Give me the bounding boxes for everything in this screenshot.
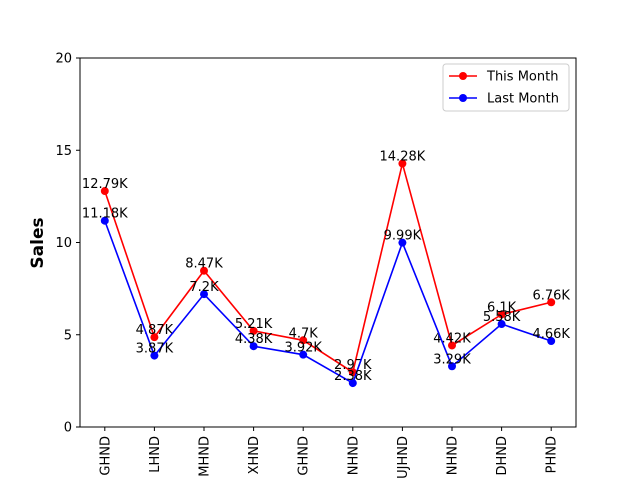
data-label: 12.79K [82,177,128,192]
x-tick-label: NHND [446,436,461,475]
data-point [299,350,308,359]
data-label: 6.76K [532,288,570,303]
y-tick-label: 0 [64,421,72,436]
x-tick-label: XHND [247,436,262,474]
data-label: 3.92K [284,341,322,356]
legend-marker [459,72,467,80]
data-point [249,326,258,335]
x-tick-label: DHND [495,436,510,476]
x-tick-label: GHND [297,436,312,476]
data-point [547,337,556,346]
data-label: 14.28K [380,150,426,165]
data-label: 2.97K [334,358,372,373]
data-point [497,320,506,329]
data-point [348,379,357,388]
x-tick-label: LHND [148,436,163,473]
x-tick-label: MHND [198,436,213,477]
plot-area: 0 5 10 15 20 GHND LHND MHND XHND GHND NHND UJHND NHN… [55,52,577,479]
data-label: 5.58K [483,310,521,325]
y-tick-label: 20 [55,52,72,67]
data-point [150,351,159,360]
y-axis-label: Sales [28,217,48,268]
data-label: 4.66K [532,327,570,342]
y-tick-label: 15 [55,144,72,159]
series-line-2 [104,220,552,385]
data-label: 8.47K [185,257,223,272]
data-point [200,266,208,275]
x-tick-label: PHND [545,436,560,473]
data-point [299,336,308,345]
legend: This Month Last Month [442,63,570,112]
data-point [100,216,109,225]
data-point [150,333,159,342]
data-label: 4.87K [136,323,174,338]
data-point [200,290,208,299]
data-label: 5.21K [235,317,273,332]
data-label: 4.7K [289,326,319,341]
legend-entry: This Month [486,70,558,85]
x-tick-label: NHND [346,436,361,475]
series-line-1 [104,163,552,374]
data-label: 2.38K [334,369,372,384]
y-tick-label: 10 [55,236,72,251]
x-tick-label: GHND [98,436,113,476]
data-label: 7.2K [189,280,219,295]
data-label: 3.87K [136,342,174,357]
y-tick-label: 5 [64,328,72,343]
data-label: 4.38K [235,332,273,347]
data-label: 3.29K [433,352,471,367]
axes-frame [79,57,577,428]
legend-marker [459,94,467,102]
data-point [398,238,407,247]
data-point [448,362,456,371]
data-point [348,368,357,377]
data-point [497,310,506,319]
data-point [547,298,556,307]
data-point [249,342,258,351]
data-label: 9.99K [384,229,422,244]
data-label: 11.18K [82,207,128,222]
data-point [398,159,407,168]
data-point [448,341,456,350]
legend-entry: Last Month [487,92,559,107]
data-label: 6.1K [487,300,517,315]
data-point [100,187,109,196]
x-tick-label: UJHND [396,436,411,479]
